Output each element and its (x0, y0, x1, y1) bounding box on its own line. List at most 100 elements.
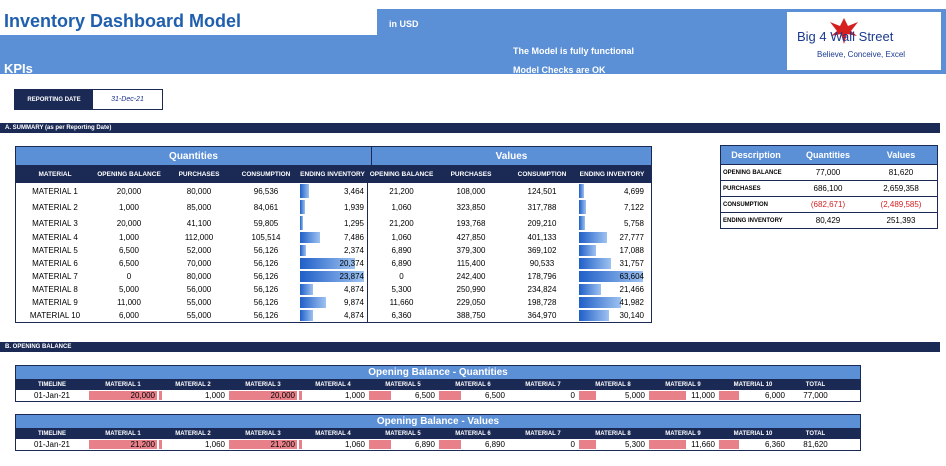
totals-quantity: 686,100 (813, 184, 843, 193)
section-summary-header: A. SUMMARY (as per Reporting Date) (0, 123, 940, 133)
q-purchases-cell: 85,000 (186, 202, 212, 212)
data-bar (579, 232, 607, 243)
table-row: MATERIAL 3 20,000 41,100 59,805 1,295 21,200 1… (16, 215, 651, 231)
col-header: MATERIAL 5 (385, 430, 421, 437)
material-name: MATERIAL 2 (32, 202, 78, 212)
totals-body: OPENING BALANCE 77,000 81,620 PURCHASES 686,… (721, 164, 937, 228)
material-value: 6,500 (484, 391, 505, 400)
q-opening-cell: 5,000 (118, 285, 140, 294)
q-ending-cell: 2,374 (298, 244, 368, 257)
v-ending-value: 41,982 (619, 298, 644, 307)
totals-value: 2,659,358 (883, 184, 919, 193)
data-bar (369, 391, 392, 400)
material-value: 1,000 (204, 391, 225, 400)
col-v-consumption: CONSUMPTION (517, 170, 567, 178)
material-value: 1,000 (344, 391, 365, 400)
data-bar (300, 232, 321, 243)
v-ending-cell: 30,140 (577, 309, 647, 322)
material-name: MATERIAL 4 (32, 233, 78, 242)
material-name: MATERIAL 10 (29, 311, 81, 320)
material-value-cell: 21,200 (88, 439, 158, 450)
v-consumption-cell: 90,533 (529, 259, 555, 268)
table-row: MATERIAL 2 1,000 85,000 84,061 1,939 1,060 323… (16, 199, 651, 215)
data-bar (719, 440, 740, 449)
col-header: MATERIAL 1 (105, 430, 141, 437)
col-header: MATERIAL 1 (105, 381, 141, 388)
q-purchases-cell: 112,000 (184, 233, 214, 242)
col-header: MATERIAL 6 (455, 430, 491, 437)
table-row: MATERIAL 9 11,000 55,000 56,126 9,874 11,660 2… (16, 296, 651, 309)
totals-value: 251,393 (886, 216, 916, 225)
data-bar (579, 216, 585, 230)
v-purchases-cell: 229,050 (456, 298, 486, 307)
totals-col-values: Values (886, 150, 916, 160)
timeline-cell: 01-Jan-21 (33, 440, 71, 449)
col-header: TOTAL (805, 381, 826, 388)
total-cell: 77,000 (803, 391, 828, 400)
v-purchases-cell: 242,400 (456, 272, 486, 281)
col-header: MATERIAL 10 (733, 381, 773, 388)
reporting-date-input[interactable]: 31-Dec-21 (111, 96, 144, 103)
table-row: MATERIAL 4 1,000 112,000 105,514 7,486 1,060 4… (16, 231, 651, 244)
material-value-cell: 0 (508, 439, 578, 450)
material-value-cell: 20,000 (88, 390, 158, 401)
v-consumption-cell: 234,824 (527, 285, 557, 294)
table-row: MATERIAL 6 6,500 70,000 56,126 20,374 6,890 11… (16, 257, 651, 270)
v-ending-cell: 21,466 (577, 283, 647, 296)
data-bar (159, 440, 163, 449)
q-purchases-cell: 52,000 (186, 246, 212, 255)
q-opening-cell: 6,500 (118, 246, 140, 255)
material-value: 0 (570, 391, 575, 400)
model-status-message: The Model is fully functional (513, 46, 635, 56)
col-header: MATERIAL 3 (245, 381, 281, 388)
v-consumption-cell: 317,788 (527, 202, 557, 212)
data-bar (300, 200, 306, 214)
v-purchases-cell: 193,768 (456, 218, 486, 228)
material-value: 20,000 (130, 391, 155, 400)
q-consumption-cell: 59,805 (253, 218, 279, 228)
data-bar (300, 245, 307, 256)
v-purchases-cell: 388,750 (456, 311, 486, 320)
v-consumption-cell: 178,796 (527, 272, 557, 281)
q-opening-cell: 6,000 (118, 311, 140, 320)
v-ending-value: 27,777 (619, 233, 644, 242)
v-ending-value: 5,758 (623, 218, 644, 228)
group-values-header: Values (495, 150, 528, 162)
data-bar (299, 440, 303, 449)
col-v-purchases: PURCHASES (450, 170, 492, 178)
col-header: MATERIAL 4 (315, 381, 351, 388)
col-header: MATERIAL 4 (315, 430, 351, 437)
data-bar (300, 310, 314, 321)
q-consumption-cell: 56,126 (253, 259, 279, 268)
q-ending-value: 2,374 (343, 246, 364, 255)
material-value-cell: 1,060 (298, 439, 368, 450)
totals-table: Description Quantities Values OPENING BA… (720, 145, 938, 229)
data-bar (300, 216, 304, 230)
totals-label: ENDING INVENTORY (723, 217, 783, 224)
q-purchases-cell: 56,000 (186, 285, 212, 294)
opening-quantities-title: Opening Balance - Quantities (16, 366, 860, 379)
q-opening-cell: 1,000 (118, 202, 140, 212)
summary-body: MATERIAL 1 20,000 80,000 96,536 3,464 21,200 1… (16, 183, 651, 322)
v-ending-value: 31,757 (619, 259, 644, 268)
totals-value: 81,620 (888, 168, 914, 177)
v-consumption-cell: 209,210 (527, 218, 557, 228)
timeline-cell: 01-Jan-21 (33, 391, 71, 400)
col-header: MATERIAL 2 (175, 430, 211, 437)
v-opening-cell: 1,060 (391, 202, 412, 212)
v-consumption-cell: 124,501 (527, 186, 557, 196)
page-title: Inventory Dashboard Model (4, 11, 242, 31)
q-ending-value: 23,874 (339, 272, 364, 281)
totals-col-quantities: Quantities (805, 150, 850, 160)
currency-label: in USD (389, 19, 419, 29)
table-row: MATERIAL 7 0 80,000 56,126 23,874 0 242,400 178… (16, 270, 651, 283)
v-purchases-cell: 323,850 (456, 202, 486, 212)
material-value: 21,200 (130, 440, 155, 449)
data-bar (300, 297, 327, 308)
v-opening-cell: 5,300 (391, 285, 412, 294)
q-ending-cell: 4,874 (298, 283, 368, 296)
q-purchases-cell: 80,000 (186, 186, 212, 196)
summary-table: Quantities Values MATERIAL OPENING BALAN… (15, 146, 652, 323)
material-name: MATERIAL 6 (32, 259, 78, 268)
company-logo: Big 4 Wall Street Believe, Conceive, Exc… (787, 12, 941, 70)
